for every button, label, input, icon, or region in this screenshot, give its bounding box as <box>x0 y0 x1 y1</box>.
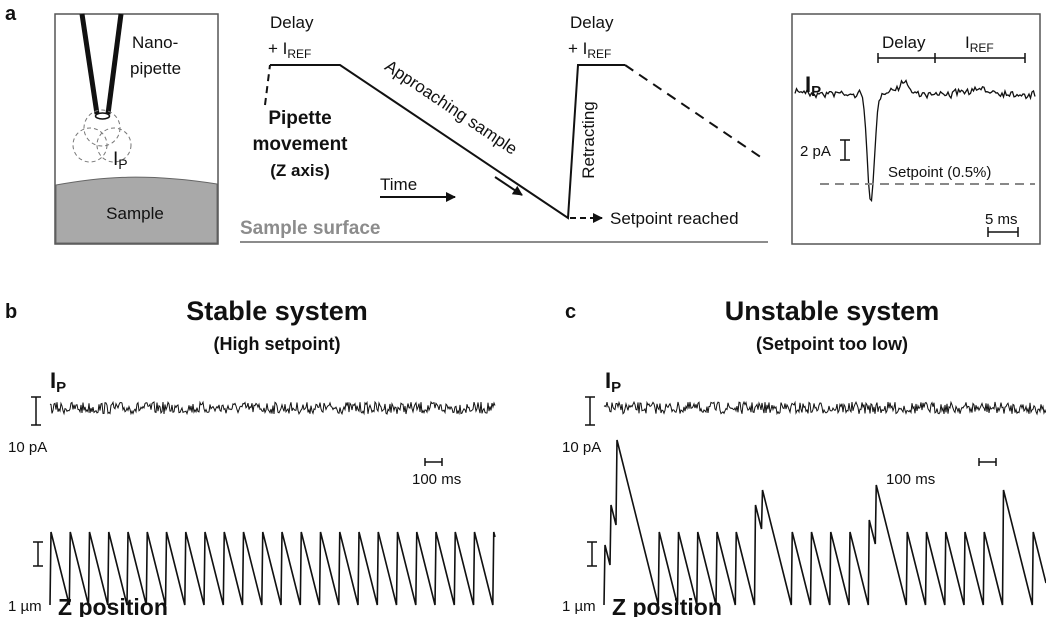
panel-label: a <box>5 3 17 25</box>
time-label: Time <box>380 175 417 194</box>
z-scale <box>33 541 43 567</box>
inset-time-scale-label: 5 ms <box>985 211 1018 228</box>
movement-label: Pipette <box>268 108 331 129</box>
current-trace <box>603 400 1046 416</box>
approach-arrow <box>494 176 523 196</box>
panel-subtitle: (High setpoint) <box>214 334 341 354</box>
sample-label: Sample <box>106 204 164 223</box>
panel-label: b <box>5 301 17 323</box>
z-scale-label: 1 µm <box>562 598 596 615</box>
z-trace <box>603 439 1046 606</box>
pipette-wall <box>79 13 100 115</box>
sample-surface-label: Sample surface <box>240 218 380 239</box>
current-scale <box>585 396 595 426</box>
inset-trace <box>794 79 1036 203</box>
dashed-rise <box>264 64 271 106</box>
movement-label: movement <box>252 134 348 155</box>
delay-label: Delay <box>570 13 614 32</box>
current-scale <box>31 396 41 426</box>
z-scale-label: 1 µm <box>8 598 42 615</box>
panel-title: Unstable system <box>725 296 940 326</box>
pipette-label: Nano- <box>132 33 178 52</box>
inset-time-scale <box>987 227 1019 237</box>
panel-b: b Stable system (High setpoint) IP 10 pA… <box>5 296 496 617</box>
iref-label: + IREF <box>268 39 311 61</box>
inset-delay-label: Delay <box>882 33 926 52</box>
z-scale <box>587 541 597 567</box>
z-label: Z position <box>58 594 168 617</box>
current-scale-label: 10 pA <box>562 439 601 456</box>
z-trace <box>49 531 496 606</box>
current-trace <box>49 400 496 416</box>
iref-label: + IREF <box>568 39 611 61</box>
inset-box <box>791 13 1041 245</box>
current-label: IP <box>50 368 66 396</box>
inset-iref-label: IREF <box>965 33 994 55</box>
panel-label: c <box>565 301 576 323</box>
sample-region <box>55 176 218 244</box>
time-scale-label: 100 ms <box>412 471 461 488</box>
inset-bracket <box>877 53 1026 63</box>
pipette-path <box>270 64 625 220</box>
current-field <box>72 109 132 163</box>
current-label: IP <box>113 149 128 172</box>
current-label: IP <box>605 368 621 396</box>
setpoint-label: Setpoint (0.5%) <box>888 164 991 181</box>
time-scale <box>424 458 443 466</box>
movement-label: (Z axis) <box>270 161 330 180</box>
retract-label: Retracting <box>579 101 598 178</box>
z-label: Z position <box>612 594 722 617</box>
pipette-wall <box>105 13 124 115</box>
pipette-label: pipette <box>130 59 181 78</box>
inset-current-scale-label: 2 pA <box>800 143 831 160</box>
time-scale-label: 100 ms <box>886 471 935 488</box>
panel-c: c Unstable system (Setpoint too low) IP … <box>562 296 1046 617</box>
inset-current-label: IP <box>805 72 821 100</box>
time-scale <box>978 458 997 466</box>
delay-label: Delay <box>270 13 314 32</box>
panel-title: Stable system <box>186 296 368 326</box>
inset-current-scale <box>840 139 850 161</box>
setpoint-reached-label: Setpoint reached <box>610 209 739 228</box>
pipette-tip <box>94 112 111 120</box>
panel-subtitle: (Setpoint too low) <box>756 334 908 354</box>
current-scale-label: 10 pA <box>8 439 47 456</box>
dashed-next <box>624 64 766 161</box>
